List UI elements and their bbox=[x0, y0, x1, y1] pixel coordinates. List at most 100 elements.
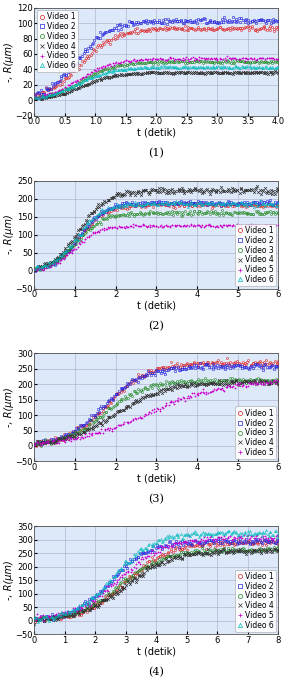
Video 3 bbox=[49, 92, 52, 100]
Video 4 bbox=[42, 616, 46, 624]
Video 2 bbox=[265, 197, 269, 205]
Video 6 bbox=[267, 532, 271, 540]
Video 4 bbox=[277, 546, 280, 555]
Video 4 bbox=[33, 440, 36, 448]
Video 6 bbox=[257, 63, 261, 71]
Video 6 bbox=[44, 262, 47, 270]
Video 3 bbox=[272, 543, 275, 551]
Video 2 bbox=[79, 231, 82, 239]
Video 3 bbox=[99, 413, 102, 421]
Video 5 bbox=[47, 439, 50, 447]
Text: (3): (3) bbox=[149, 494, 164, 504]
Video 4 bbox=[33, 95, 36, 103]
Video 1 bbox=[33, 91, 36, 99]
Video 1 bbox=[257, 202, 261, 210]
Video 5 bbox=[36, 94, 40, 102]
Line: Video 3: Video 3 bbox=[34, 59, 279, 99]
Video 3 bbox=[49, 261, 53, 269]
Video 3 bbox=[258, 544, 261, 552]
Video 6 bbox=[38, 264, 41, 273]
Video 1 bbox=[34, 618, 37, 626]
Video 6 bbox=[79, 79, 83, 87]
Video 3 bbox=[36, 94, 40, 102]
Video 2 bbox=[277, 361, 280, 370]
Video 1 bbox=[33, 614, 36, 622]
Video 5 bbox=[78, 434, 81, 443]
Video 4 bbox=[256, 546, 259, 555]
Video 4 bbox=[217, 376, 221, 384]
Video 3 bbox=[44, 438, 47, 447]
Line: Video 1: Video 1 bbox=[34, 25, 279, 97]
Video 5 bbox=[44, 615, 47, 623]
Line: Video 3: Video 3 bbox=[34, 209, 279, 271]
Y-axis label: -, R(μm): -, R(μm) bbox=[4, 42, 14, 81]
Video 4 bbox=[47, 93, 51, 101]
Video 5 bbox=[258, 54, 262, 62]
Video 2 bbox=[79, 54, 82, 62]
Video 3 bbox=[236, 56, 239, 64]
Video 3 bbox=[259, 209, 262, 217]
X-axis label: t (detik): t (detik) bbox=[137, 128, 176, 137]
Video 2 bbox=[33, 90, 36, 98]
Video 3 bbox=[49, 438, 52, 447]
Video 1 bbox=[48, 438, 52, 446]
Video 5 bbox=[277, 221, 280, 229]
Legend: Video 1, Video 2, Video 3, Video 4, Video 5, Video 6: Video 1, Video 2, Video 3, Video 4, Vide… bbox=[235, 570, 276, 632]
Video 3 bbox=[39, 266, 42, 275]
Video 4 bbox=[43, 439, 47, 447]
Video 3 bbox=[80, 77, 83, 85]
Video 3 bbox=[230, 374, 234, 382]
Video 4 bbox=[274, 68, 277, 76]
Legend: Video 1, Video 2, Video 3, Video 4, Video 5: Video 1, Video 2, Video 3, Video 4, Vide… bbox=[235, 406, 276, 459]
Video 3 bbox=[44, 260, 47, 268]
Video 5 bbox=[33, 265, 36, 273]
Video 5 bbox=[44, 264, 47, 272]
Video 3 bbox=[79, 234, 83, 242]
Line: Video 5: Video 5 bbox=[33, 55, 280, 99]
Video 5 bbox=[41, 266, 45, 274]
Video 3 bbox=[79, 427, 83, 435]
Video 6 bbox=[80, 600, 83, 609]
Video 4 bbox=[99, 201, 102, 209]
Video 6 bbox=[99, 208, 103, 216]
Legend: Video 1, Video 2, Video 3, Video 4, Video 5, Video 6: Video 1, Video 2, Video 3, Video 4, Vide… bbox=[235, 224, 276, 286]
Video 4 bbox=[47, 615, 51, 624]
Video 5 bbox=[33, 92, 36, 100]
Video 6 bbox=[33, 613, 36, 622]
Video 1 bbox=[258, 25, 262, 33]
Video 3 bbox=[99, 597, 103, 605]
Video 4 bbox=[98, 74, 101, 83]
Video 1 bbox=[276, 23, 279, 31]
Line: Video 2: Video 2 bbox=[34, 538, 279, 622]
Y-axis label: -, R(μm): -, R(μm) bbox=[4, 387, 14, 428]
Video 2 bbox=[265, 363, 269, 372]
Video 4 bbox=[255, 182, 259, 190]
Video 6 bbox=[33, 264, 36, 273]
Video 6 bbox=[257, 529, 261, 537]
Video 5 bbox=[277, 531, 280, 540]
Video 6 bbox=[258, 196, 262, 204]
Text: (2): (2) bbox=[149, 321, 164, 331]
Video 2 bbox=[266, 16, 270, 25]
Video 5 bbox=[99, 590, 102, 598]
Video 5 bbox=[225, 52, 229, 60]
Video 2 bbox=[99, 28, 102, 36]
Video 4 bbox=[44, 260, 47, 268]
Video 3 bbox=[276, 209, 280, 217]
Video 5 bbox=[258, 222, 262, 230]
Line: Video 5: Video 5 bbox=[33, 533, 280, 623]
Video 1 bbox=[44, 438, 47, 447]
Video 4 bbox=[266, 187, 270, 195]
Video 2 bbox=[198, 359, 201, 367]
Line: Video 1: Video 1 bbox=[34, 201, 279, 272]
Video 4 bbox=[33, 620, 36, 628]
Video 6 bbox=[257, 201, 261, 209]
Video 6 bbox=[44, 92, 48, 100]
Video 1 bbox=[80, 421, 83, 430]
Line: Video 6: Video 6 bbox=[34, 529, 279, 623]
Video 6 bbox=[162, 61, 165, 70]
Video 2 bbox=[218, 534, 221, 542]
Video 5 bbox=[42, 439, 46, 447]
Video 1 bbox=[44, 83, 47, 91]
Video 1 bbox=[257, 540, 260, 548]
